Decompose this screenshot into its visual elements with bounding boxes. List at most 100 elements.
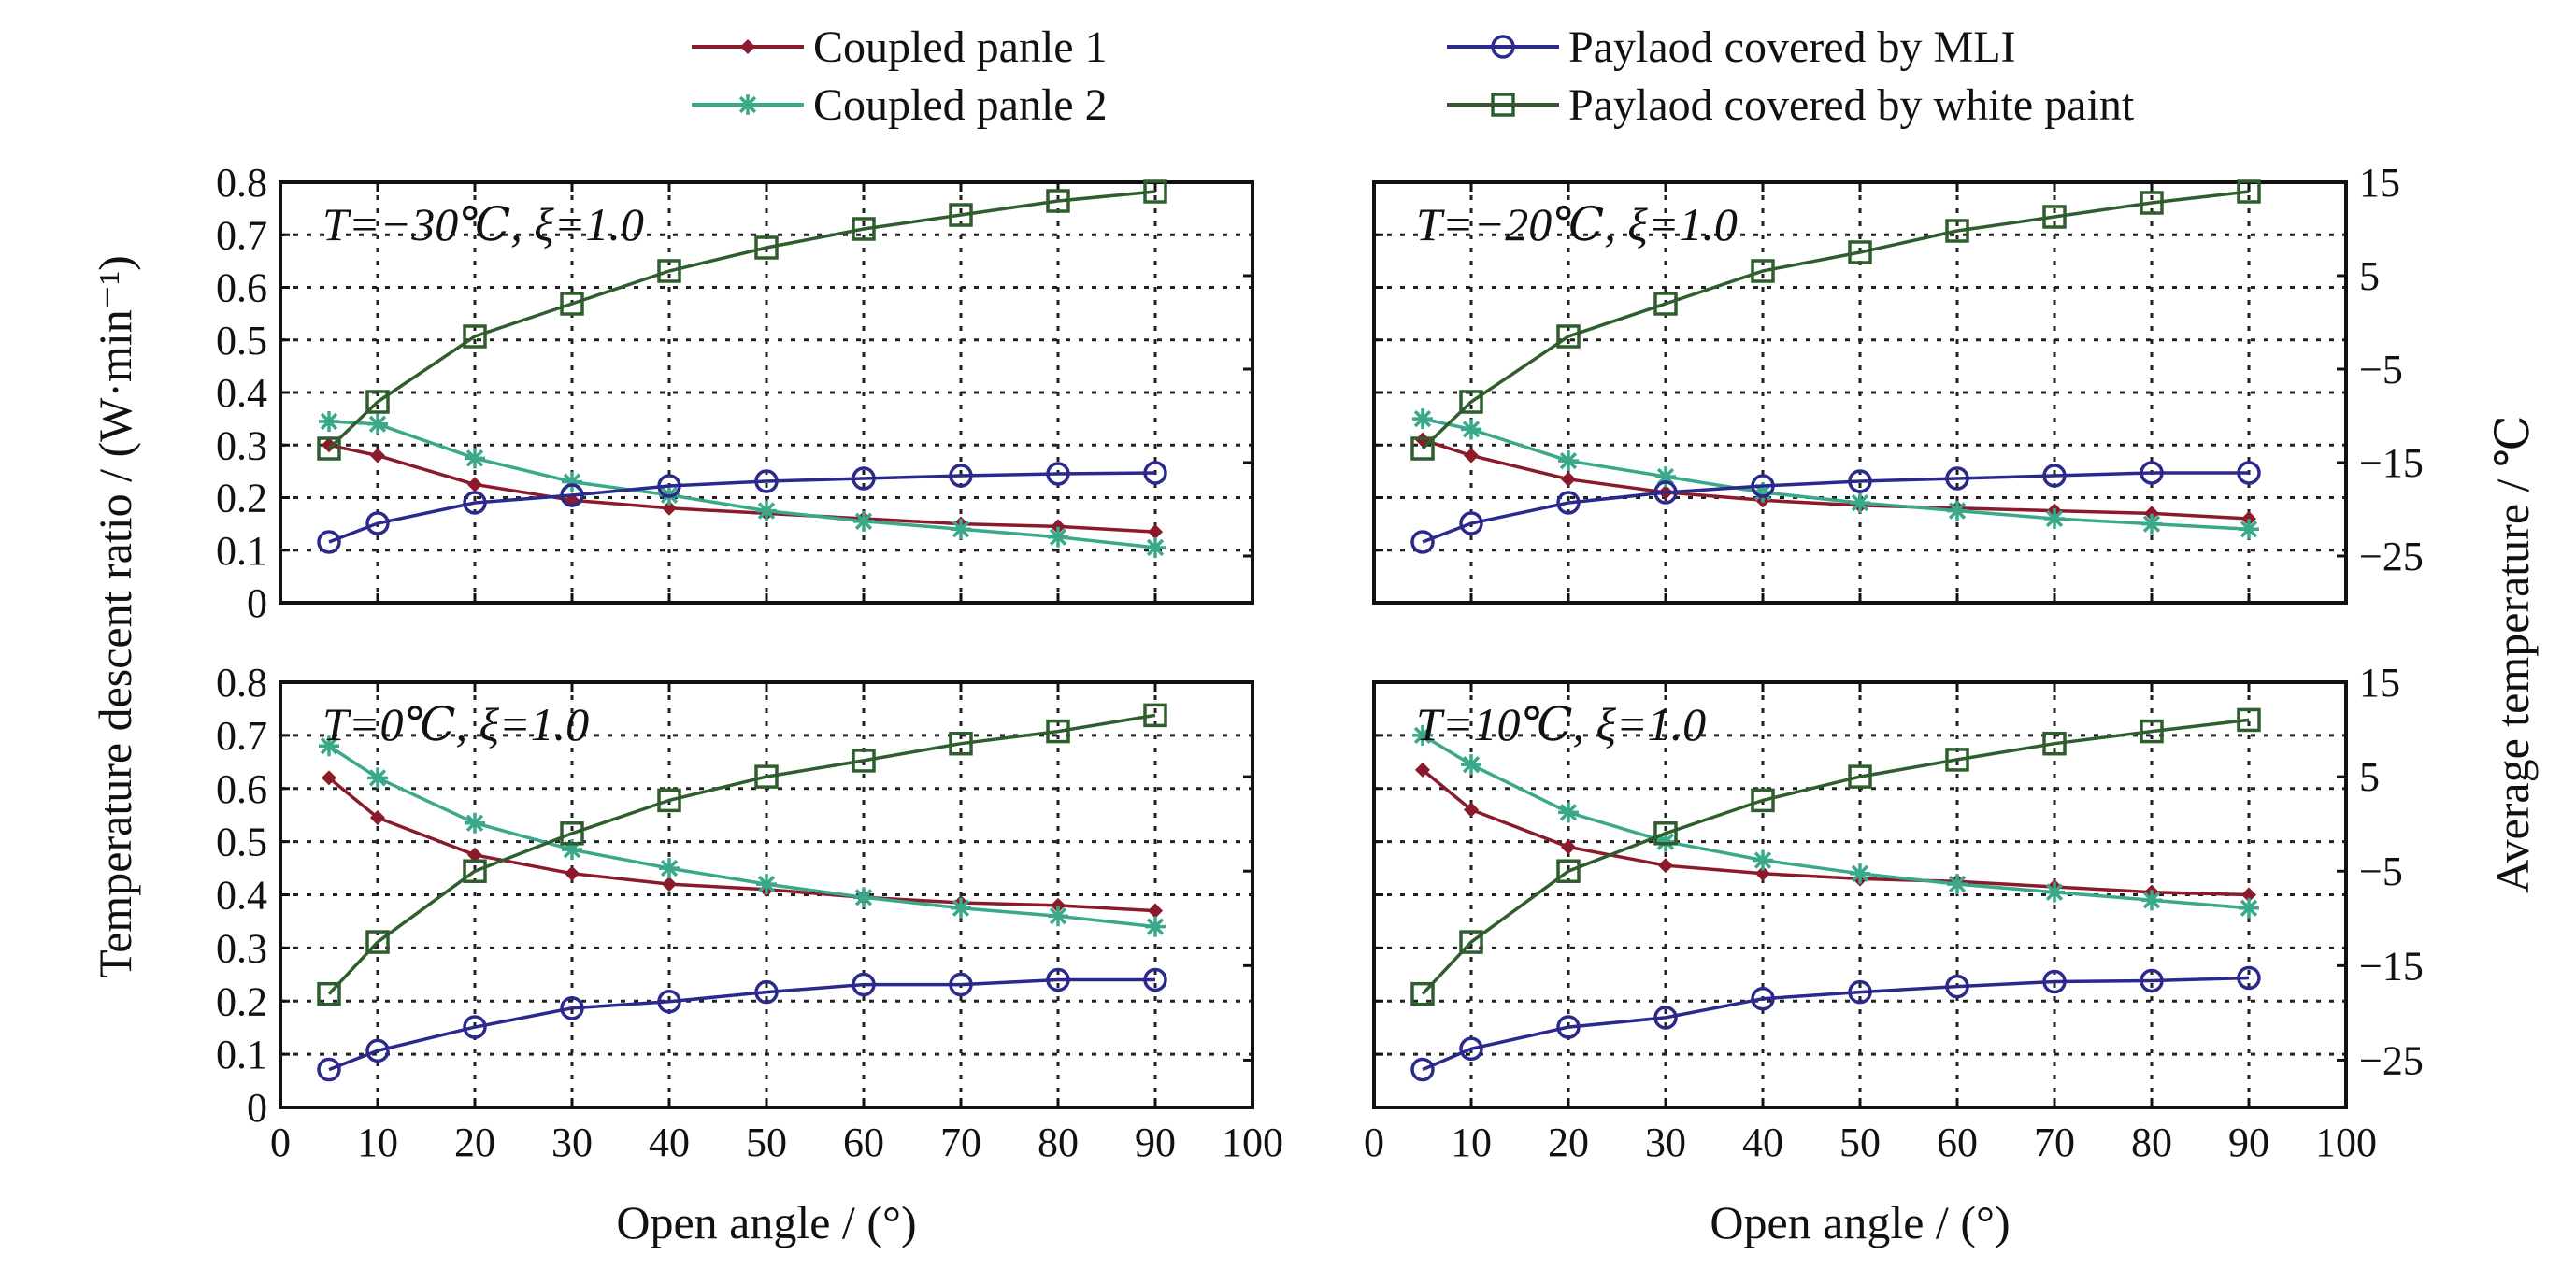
data-point — [951, 897, 971, 919]
data-point — [1945, 466, 1969, 491]
y-tick-label: 0.2 — [216, 476, 267, 521]
data-point — [1143, 703, 1167, 728]
data-point — [2239, 897, 2259, 919]
series-line — [1422, 734, 2250, 910]
series-line — [1422, 437, 2250, 521]
x-tick-label: 0 — [1364, 1120, 1384, 1165]
panel-label: T=0℃, ξ=1.0 — [322, 698, 589, 750]
data-point — [317, 436, 341, 461]
x-tick-label: 50 — [746, 1120, 787, 1165]
data-point — [949, 731, 973, 756]
x-tick-label: 70 — [940, 1120, 981, 1165]
data-point — [1463, 448, 1480, 464]
legend-entry: Paylaod covered by white paint — [1447, 80, 2135, 130]
data-point — [2042, 969, 2067, 994]
data-point — [1459, 511, 1483, 535]
square-marker — [1491, 93, 1515, 117]
data-point — [321, 770, 337, 786]
legend-label: Coupled panle 1 — [813, 22, 1108, 72]
legend-label: Paylaod covered by white paint — [1568, 80, 2135, 130]
data-point — [562, 839, 582, 861]
x-tick-label: 40 — [649, 1120, 690, 1165]
data-point — [2042, 731, 2067, 756]
data-point — [951, 519, 971, 540]
data-point — [1850, 863, 1870, 884]
data-point — [1556, 324, 1581, 349]
data-point — [365, 390, 390, 414]
plot-frame — [1372, 680, 2348, 1109]
data-point — [465, 448, 485, 469]
data-point — [1945, 219, 1969, 243]
data-point — [1459, 390, 1483, 414]
x-axis-title-left: Open angle / (°) — [616, 1196, 916, 1248]
series-line — [328, 471, 1156, 544]
data-point — [2141, 513, 2162, 535]
y-tick-label: 0 — [247, 1085, 267, 1131]
data-point — [852, 972, 876, 997]
chart-panel: 15 5 −5 −15 −25 T=−20℃, ξ=1.0 — [1372, 160, 2424, 605]
data-point — [1410, 436, 1435, 461]
data-point — [754, 469, 779, 493]
series-line — [1421, 190, 2250, 450]
data-point — [1558, 450, 1579, 472]
series-line — [328, 977, 1155, 1072]
series-diamond — [1414, 432, 2257, 527]
y-left-axis-title: Temperature descent ratio / (W·min⁻¹) — [89, 255, 141, 978]
data-point — [463, 324, 487, 349]
series-square — [1410, 179, 2261, 461]
y2-tick-label: 5 — [2359, 253, 2380, 299]
x-tick-label: 30 — [1645, 1120, 1686, 1165]
data-point — [756, 874, 777, 895]
data-point — [2237, 461, 2261, 485]
data-point — [657, 990, 681, 1014]
data-point — [852, 466, 876, 491]
x-tick-label: 60 — [1937, 1120, 1978, 1165]
data-point — [852, 217, 876, 241]
y2-tick-label: −25 — [2359, 534, 2424, 579]
data-point — [659, 858, 680, 879]
data-point — [754, 764, 779, 789]
y2-tick-label: 15 — [2359, 660, 2400, 706]
data-point — [1410, 1057, 1435, 1082]
panel-label: T=−20℃, ξ=1.0 — [1416, 198, 1738, 250]
data-point — [1412, 724, 1433, 746]
series-line — [327, 190, 1156, 450]
data-point — [560, 483, 584, 507]
y2-tick-label: −15 — [2359, 943, 2424, 989]
data-point — [1653, 480, 1678, 505]
data-point — [657, 259, 681, 283]
data-point — [1461, 419, 1481, 440]
y-tick-label: 0.1 — [216, 528, 267, 574]
data-point — [1147, 903, 1164, 919]
series-line — [328, 420, 1156, 549]
x-tick-label: 0 — [270, 1120, 291, 1165]
data-point — [853, 887, 874, 908]
series-square — [1410, 707, 2261, 1006]
data-point — [1143, 179, 1167, 204]
y-tick-label: 0.5 — [216, 318, 267, 364]
y-tick-label: 0.4 — [216, 873, 267, 919]
data-point — [852, 749, 876, 773]
data-point — [1754, 865, 1771, 881]
x-tick-label: 80 — [2131, 1120, 2172, 1165]
series-star — [319, 735, 1166, 937]
data-point — [2044, 881, 2065, 903]
data-point — [949, 464, 973, 488]
series-circle — [1410, 461, 2261, 554]
data-point — [1753, 849, 1773, 871]
plot-frame — [279, 180, 1254, 605]
data-point — [1753, 481, 1773, 503]
data-point — [2042, 205, 2067, 229]
data-point — [1751, 474, 1775, 498]
y-tick-label: 0.6 — [216, 766, 267, 812]
series-line — [327, 713, 1156, 995]
y-tick-label: 0.8 — [216, 160, 267, 206]
x-tick-label: 90 — [2228, 1120, 2269, 1165]
x-tick-label: 10 — [357, 1120, 398, 1165]
data-point — [1653, 292, 1678, 316]
chart-panel: 00.10.20.30.40.50.60.70.80 10 20 30 40 50 60 70… — [216, 660, 1283, 1165]
data-point — [2140, 461, 2164, 485]
x-tick-label: 80 — [1038, 1120, 1079, 1165]
data-point — [1143, 461, 1167, 485]
